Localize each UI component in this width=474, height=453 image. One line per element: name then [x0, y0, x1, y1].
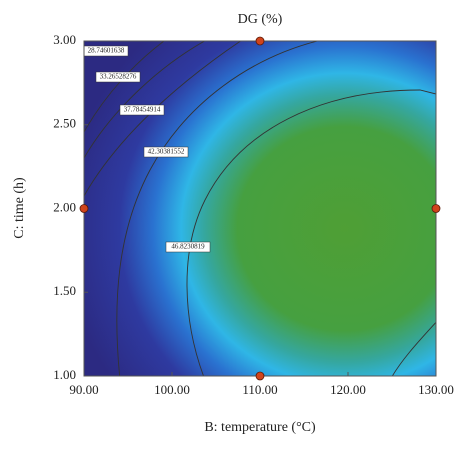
x-tick-label: 90.00 [69, 382, 98, 397]
contour-label-box [119, 104, 165, 116]
contour-label-box [165, 241, 211, 253]
x-tick-label: 130.00 [418, 382, 454, 397]
contour-label-box [95, 71, 141, 83]
contour-field [84, 41, 436, 376]
contour-label: 37.78454914 [124, 106, 161, 114]
design-point [431, 204, 441, 213]
contour-label: 28.74601638 [88, 47, 125, 55]
design-point [255, 36, 265, 46]
contour-label: 33.26528276 [100, 73, 137, 81]
contour-line [116, 41, 320, 376]
contour-label-box [84, 45, 129, 57]
design-point [255, 371, 265, 381]
y-tick-label: 2.00 [53, 199, 76, 214]
contour-line [84, 41, 206, 159]
contour-label: 46.8230819 [171, 243, 205, 251]
design-point [79, 204, 89, 213]
x-tick-label: 100.00 [154, 382, 190, 397]
contour-line [186, 89, 436, 376]
y-tick-label: 1.50 [53, 283, 76, 298]
contour-label: 42.30381552 [148, 148, 185, 156]
y-tick-label: 2.50 [53, 116, 76, 131]
contour-line [84, 41, 242, 197]
x-axis-title: B: temperature (°C) [204, 420, 316, 435]
x-tick-label: 120.00 [330, 382, 366, 397]
contour-label-box [143, 146, 189, 158]
y-tick-label: 3.00 [53, 32, 76, 47]
y-tick-label: 1.00 [53, 367, 76, 382]
chart-title: DG (%) [238, 12, 283, 27]
x-tick-label: 110.00 [242, 382, 277, 397]
y-axis-title: C: time (h) [12, 177, 27, 239]
